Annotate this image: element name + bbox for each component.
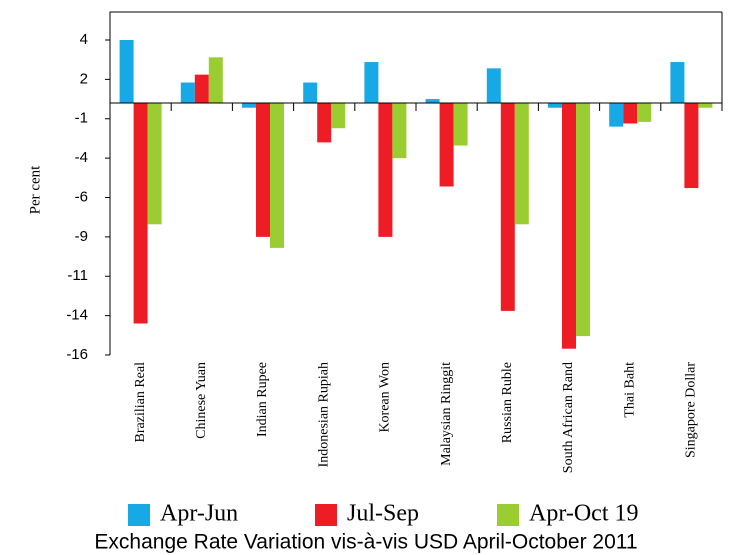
bar	[147, 103, 162, 225]
bar	[303, 82, 318, 103]
x-tick-label: Thai Baht	[622, 362, 637, 418]
bar	[514, 103, 529, 225]
bar	[425, 99, 440, 103]
bar	[270, 103, 284, 248]
bar	[684, 103, 699, 189]
bar	[548, 103, 562, 108]
x-tick-label: South African Rand	[561, 362, 576, 473]
y-axis-label: Per cent	[27, 165, 43, 215]
x-tick-label: Indonesian Rupiah	[316, 362, 331, 467]
y-tick-label: 4	[80, 31, 88, 48]
y-tick-label: -4	[75, 149, 88, 166]
bar	[378, 103, 393, 237]
chart-title: Exchange Rate Variation vis-à-vis USD Ap…	[94, 531, 637, 554]
y-tick-label: -16	[66, 346, 88, 363]
bar	[609, 103, 624, 127]
bar	[562, 103, 576, 349]
bar	[331, 103, 346, 129]
y-tick-label: -14	[66, 307, 88, 324]
legend-label: Apr-Jun	[160, 501, 238, 527]
y-tick-label: -6	[75, 188, 88, 205]
legend-swatch	[128, 504, 150, 526]
x-tick-label: Russian Ruble	[500, 362, 515, 443]
bar	[392, 103, 407, 159]
x-tick-label: Malaysian Ringgit	[439, 362, 454, 466]
x-tick-label: Korean Won	[378, 362, 393, 433]
y-tick-label: 2	[80, 70, 88, 87]
bar	[133, 103, 148, 324]
bar	[317, 103, 332, 143]
bar	[256, 103, 270, 237]
y-tick-label: -1	[75, 110, 88, 127]
x-tick-label: Brazilian Real	[133, 362, 148, 443]
legend-label: Jul-Sep	[347, 501, 419, 527]
bar	[119, 40, 134, 103]
bar	[439, 103, 454, 187]
x-tick-label: Singapore Dollar	[684, 362, 699, 458]
x-tick-label: Chinese Yuan	[194, 362, 209, 439]
bar	[670, 62, 685, 103]
bar	[637, 103, 652, 122]
legend-label: Apr-Oct 19	[529, 501, 639, 527]
x-tick-label: Indian Rupee	[255, 362, 270, 437]
bar	[194, 74, 209, 103]
bar	[500, 103, 515, 311]
bar	[576, 103, 590, 337]
bar	[180, 82, 195, 103]
legend-swatch	[497, 504, 519, 526]
y-tick-label: -11	[67, 267, 88, 284]
bar	[486, 68, 501, 103]
bar	[364, 62, 379, 103]
bar	[242, 103, 256, 108]
bar	[453, 103, 468, 146]
bar	[698, 103, 713, 108]
bar	[208, 57, 223, 103]
bar	[623, 103, 638, 124]
y-tick-label: -9	[75, 228, 88, 245]
legend-swatch	[315, 504, 337, 526]
